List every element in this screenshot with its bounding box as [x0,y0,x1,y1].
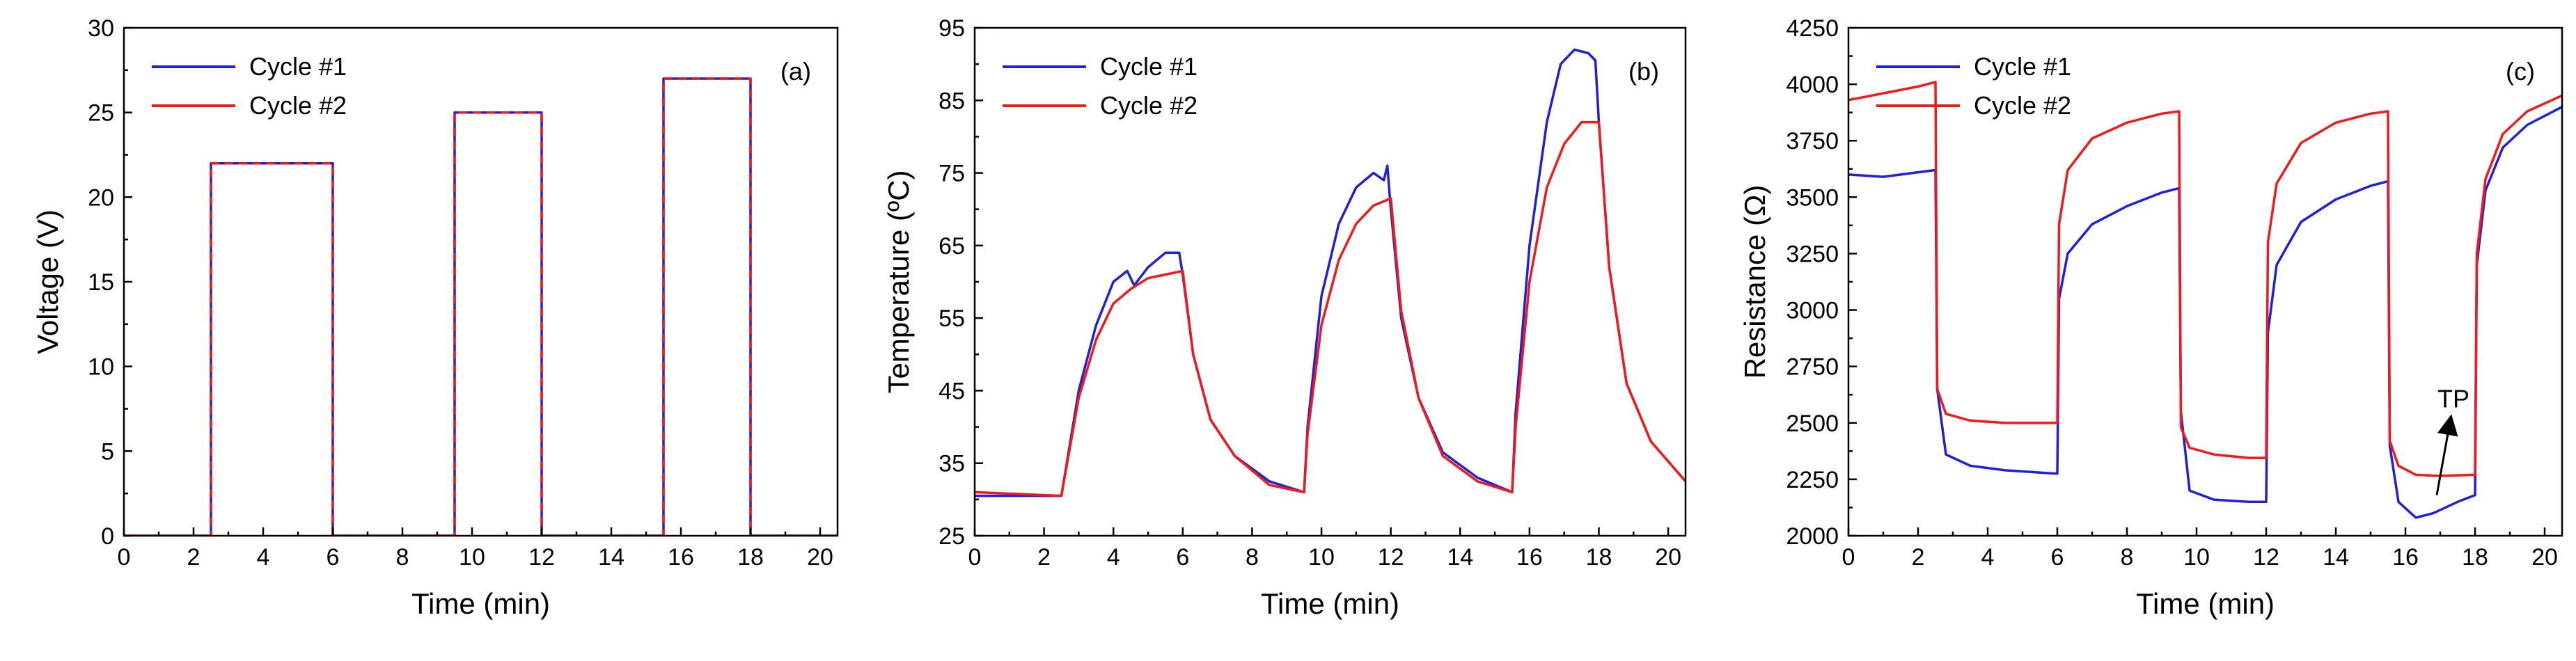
legend-label-cycle-1: Cycle #1 [1974,52,2071,81]
legend-label-cycle-2: Cycle #2 [249,91,347,120]
x-tick-label: 2 [1037,544,1051,571]
x-tick-label: 6 [1176,544,1189,571]
x-tick-label: 6 [2051,544,2064,571]
x-tick-label: 10 [2183,544,2210,571]
y-tick-label: 3000 [1786,298,1839,324]
legend-label-cycle-1: Cycle #1 [1100,52,1197,81]
legend: Cycle #1 Cycle #2 [1876,52,2071,120]
panel-b: 0 2 4 6 8 10 12 14 16 18 20 25 35 45 55 65 75 85 95 Time (m… [882,15,1687,620]
x-tick-label: 4 [1107,544,1120,571]
y-tick-label: 10 [88,354,114,381]
x-tick-label: 10 [1308,544,1335,571]
x-tick-label: 20 [2531,544,2558,571]
y-tick-label: 2000 [1786,523,1839,550]
x-tick-label: 12 [2253,544,2279,571]
x-tick-label: 0 [118,544,131,571]
y-tick-label: 3500 [1786,184,1839,211]
x-tick-label: 10 [459,544,485,571]
y-tick-label: 65 [938,233,965,260]
x-tick-label: 8 [1246,544,1259,571]
x-tick-label: 12 [528,544,555,571]
x-axis-title: Time (min) [411,587,550,620]
y-tick-label: 55 [938,305,965,332]
y-tick-label: 25 [938,523,965,550]
x-tick-label: 20 [1655,544,1681,571]
x-tick-label: 0 [1842,544,1855,571]
legend-label-cycle-1: Cycle #1 [249,52,347,81]
y-axis-title: Voltage (V) [31,209,64,354]
axis-frame [123,26,839,537]
x-tick-label: 2 [1912,544,1925,571]
tp-label: TP [2437,384,2469,413]
x-tick-label: 16 [1516,544,1543,571]
series-line-cycle-1 [1848,106,2562,519]
legend-label-cycle-2: Cycle #2 [1974,91,2071,120]
x-tick-label: 2 [187,544,201,571]
y-axis-title: Temperature (ºC) [882,170,915,393]
series-line-cycle-2 [124,77,838,536]
y-tick-label: 75 [938,161,965,187]
y-axis-title: Resistance (Ω) [1738,185,1771,379]
x-tick-label: 18 [2462,544,2488,571]
legend-label-cycle-2: Cycle #2 [1100,91,1197,120]
legend: Cycle #1 Cycle #2 [152,52,347,120]
y-tick-label: 3750 [1786,128,1839,154]
y-tick-label: 45 [938,378,965,404]
y-tick-label: 20 [88,184,114,211]
x-tick-label: 12 [1378,544,1404,571]
y-tick-label: 30 [88,15,114,42]
y-tick-label: 2250 [1786,467,1839,493]
y-tick-label: 2500 [1786,411,1839,437]
y-tick-label: 15 [88,269,114,296]
x-tick-label: 0 [968,544,982,571]
x-tick-label: 4 [257,544,270,571]
x-tick-label: 16 [668,544,694,571]
legend: Cycle #1 Cycle #2 [1003,52,1197,120]
x-tick-label: 18 [737,544,764,571]
x-tick-label: 18 [1586,544,1612,571]
panel-c: 0 2 4 6 8 10 12 14 16 18 20 2000 2250 2500 2750 3000 325… [1738,15,2563,620]
x-tick-label: 16 [2392,544,2419,571]
tp-arrow [2435,414,2458,495]
panel-tag: (b) [1628,57,1659,86]
y-tick-label: 5 [101,438,114,465]
y-tick-label: 0 [101,523,114,550]
series-line-cycle-2 [975,120,1686,497]
series-line-cycle-2 [1848,81,2562,477]
series-line-cycle-1 [124,77,838,536]
axis-frame [973,26,1687,537]
x-axis-title: Time (min) [2136,587,2275,620]
y-tick-label: 3250 [1786,241,1839,267]
x-axis-title: Time (min) [1261,587,1399,620]
y-tick-label: 2750 [1786,354,1839,381]
y-tick-label: 85 [938,88,965,114]
series-line-cycle-1 [975,48,1686,497]
x-tick-label: 14 [2323,544,2349,571]
panel-tag: (c) [2506,57,2535,86]
x-tick-label: 8 [396,544,409,571]
y-tick-label: 35 [938,451,965,477]
x-tick-label: 20 [807,544,833,571]
x-tick-label: 8 [2121,544,2134,571]
y-tick-label: 95 [938,15,965,42]
panel-tag: (a) [780,57,811,86]
panel-a: 0 2 4 6 8 10 12 14 16 18 20 0 5 10 15 20 25 30 Time (min) V… [31,15,839,620]
x-tick-label: 14 [1447,544,1473,571]
y-tick-label: 4000 [1786,72,1839,98]
x-tick-label: 6 [327,544,340,571]
x-tick-label: 4 [1981,544,1995,571]
y-tick-label: 4250 [1786,15,1839,42]
x-tick-label: 14 [598,544,625,571]
y-tick-label: 25 [88,100,114,127]
